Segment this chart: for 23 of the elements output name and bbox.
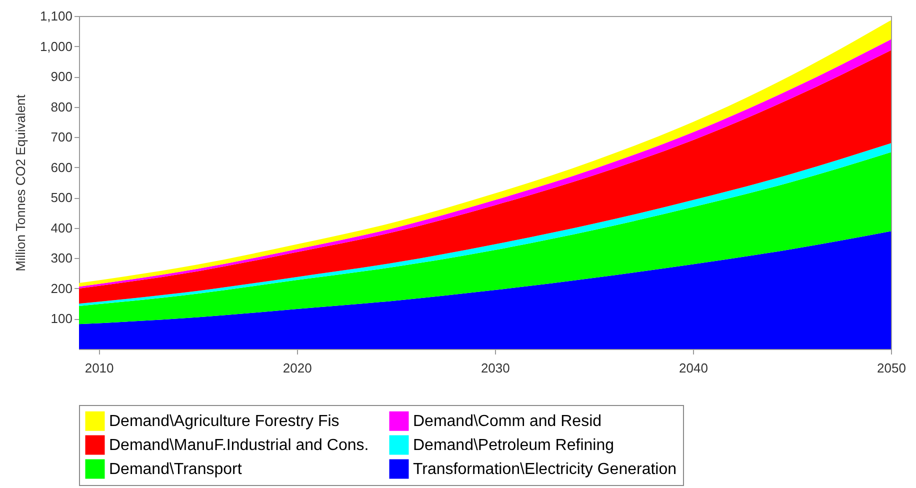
y-tick-label: 400 <box>50 220 72 236</box>
x-tick-label: 2020 <box>282 360 312 376</box>
y-tick-label: 500 <box>50 190 72 206</box>
y-tick-label: 1,100 <box>40 8 72 24</box>
y-tick-label: 900 <box>50 69 72 84</box>
x-tick-label: 2050 <box>877 360 906 376</box>
y-tick-label: 300 <box>50 250 72 266</box>
y-tick-label: 800 <box>50 99 72 114</box>
legend-label: Demand\Transport <box>109 461 242 478</box>
x-tick-label: 2010 <box>84 360 114 376</box>
y-tick-label: 1,000 <box>40 38 72 54</box>
x-tick-label: 2030 <box>480 360 510 376</box>
y-tick-label: 200 <box>50 280 72 296</box>
legend-label: Demand\Petroleum Refining <box>413 437 614 454</box>
y-tick-label: 700 <box>50 130 72 145</box>
y-tick-label: 100 <box>50 311 72 326</box>
x-tick-label: 2040 <box>678 360 708 376</box>
legend-label: Transformation\Electricity Generation <box>413 461 677 478</box>
y-axis-title: Million Tonnes CO2 Equivalent <box>12 94 28 272</box>
legend-label: Demand\Comm and Resid <box>413 413 602 430</box>
legend-label: Demand\ManuF.Industrial and Cons. <box>109 437 369 454</box>
y-tick-label: 600 <box>50 160 72 175</box>
legend-label: Demand\Agriculture Forestry Fis <box>109 413 340 430</box>
